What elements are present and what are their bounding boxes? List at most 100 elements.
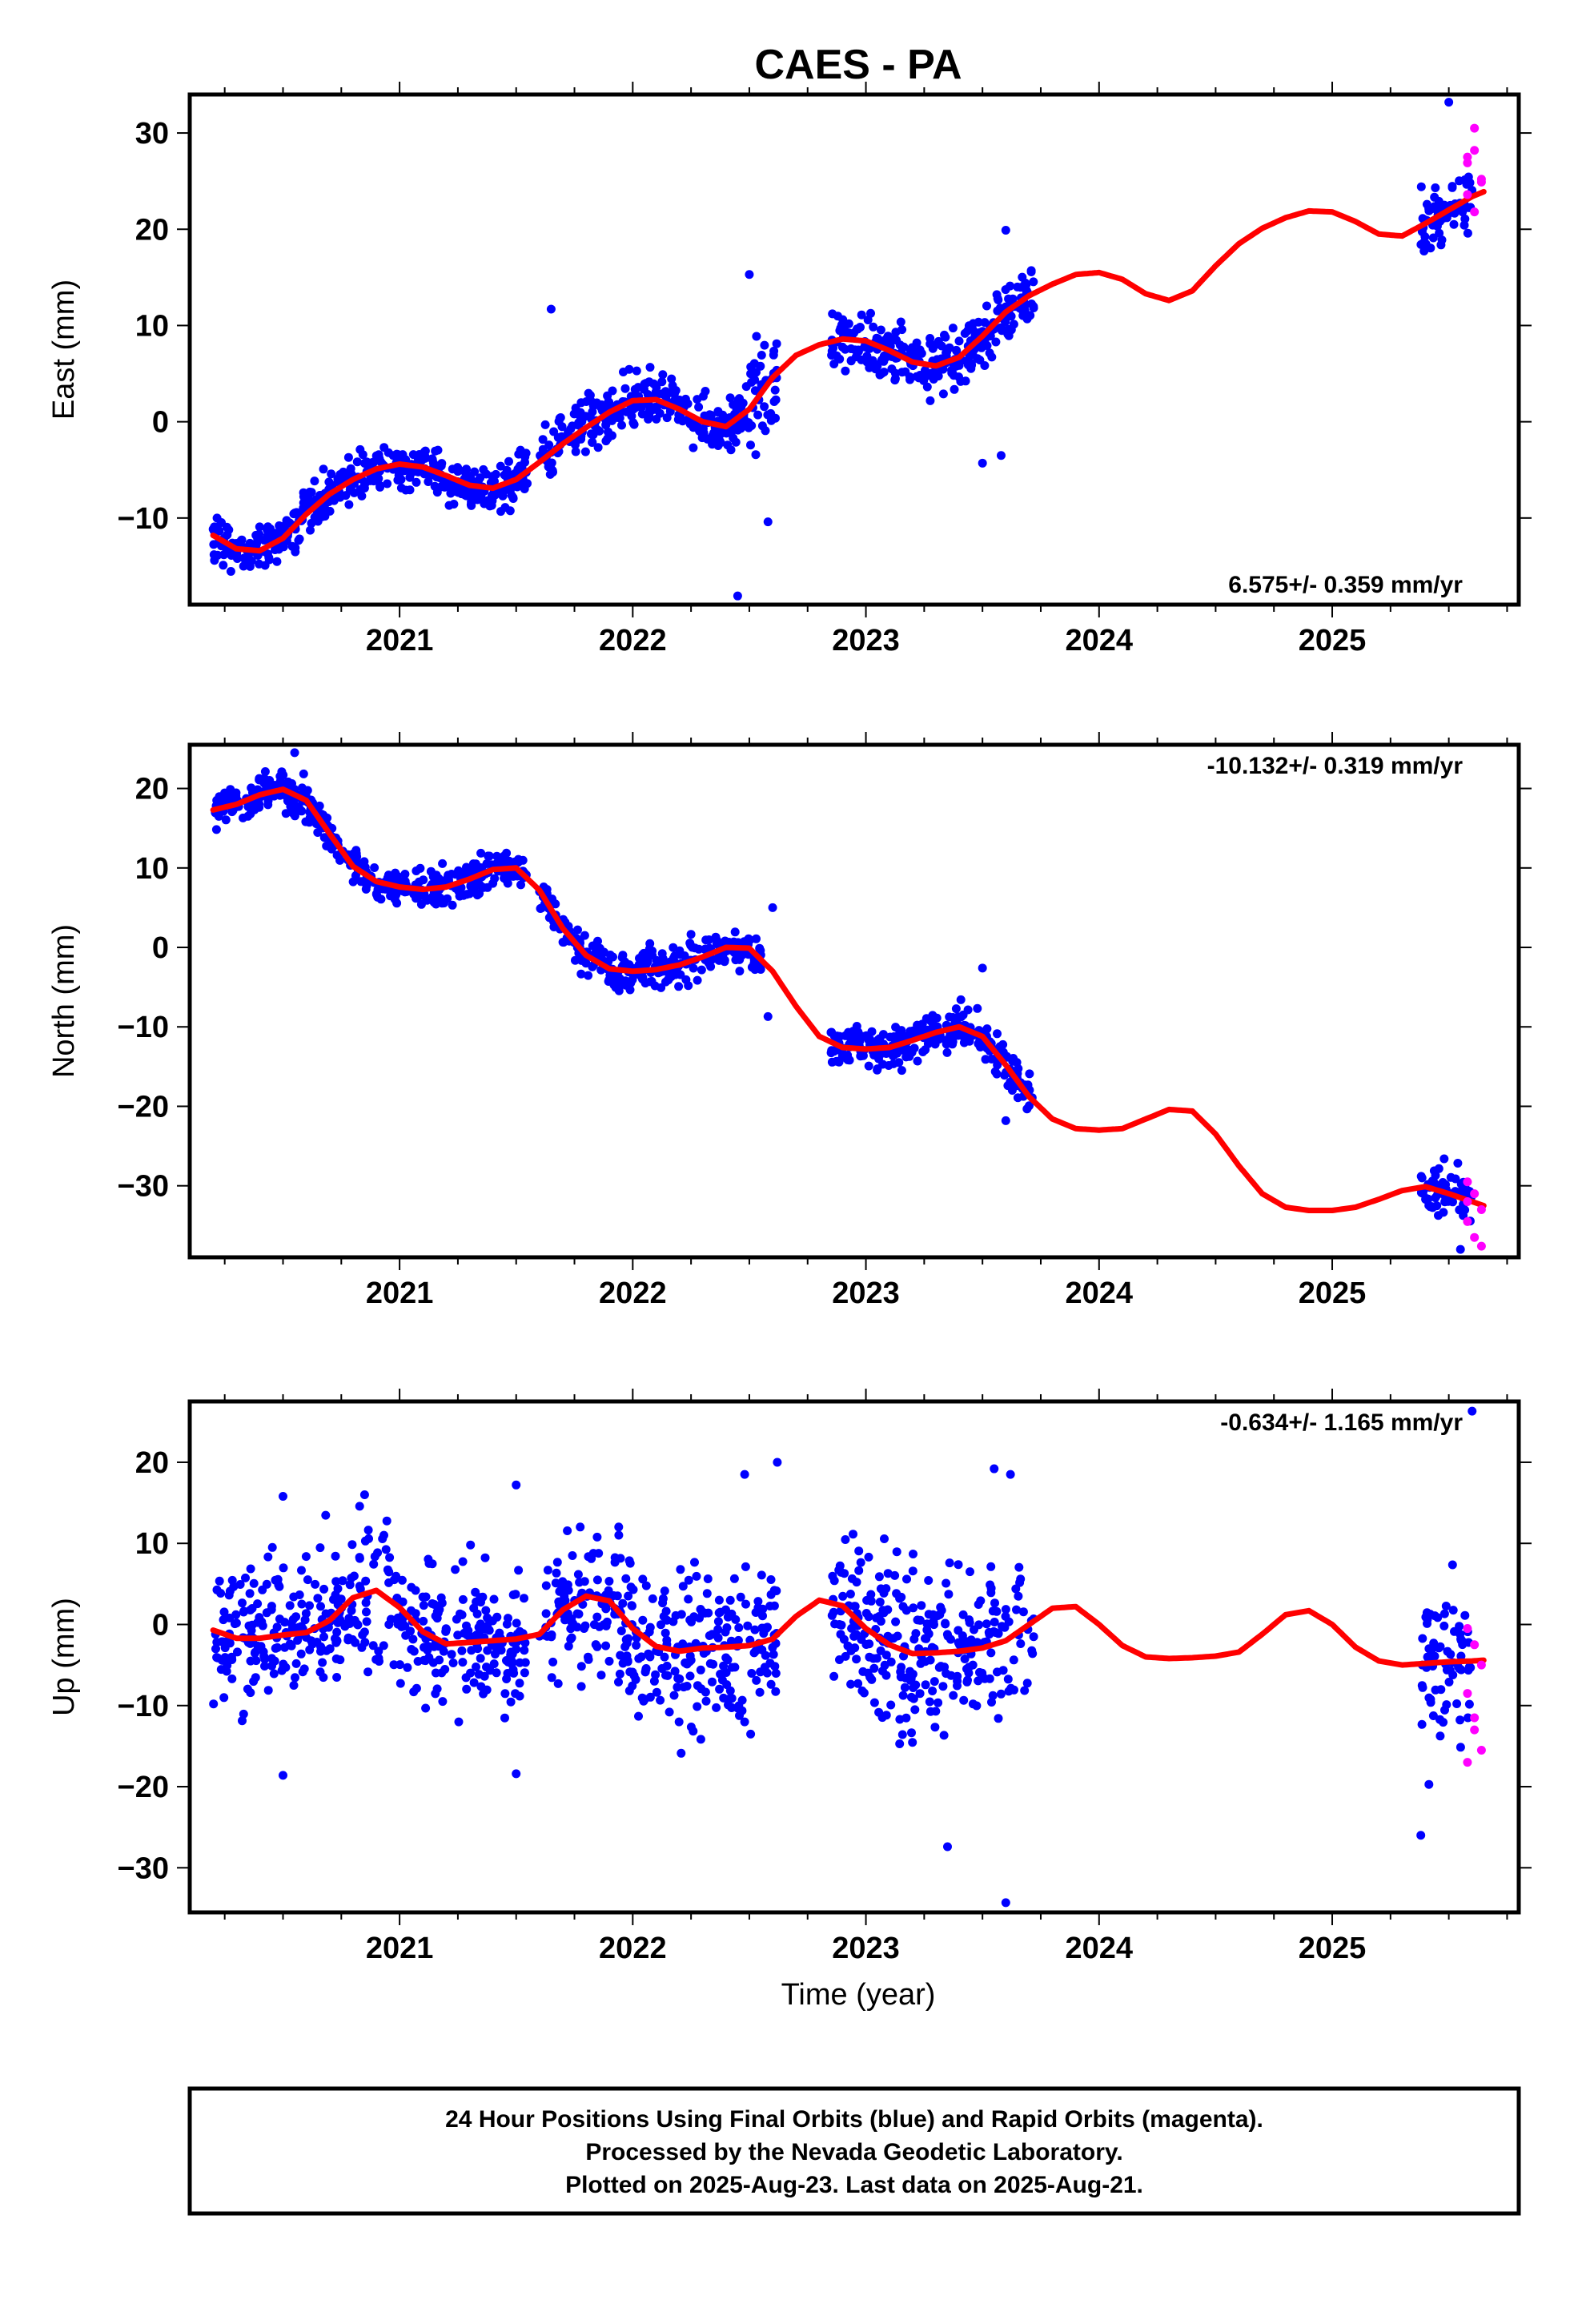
final-orbit-point — [966, 1635, 976, 1645]
final-orbit-point — [906, 1673, 916, 1683]
final-orbit-point — [1026, 311, 1035, 320]
final-orbit-point — [1001, 1898, 1010, 1908]
final-orbit-point — [382, 1516, 391, 1526]
final-orbit-point — [644, 1649, 653, 1659]
final-orbit-point — [869, 1051, 879, 1059]
final-orbit-point — [498, 491, 508, 501]
final-orbit-point — [412, 1683, 421, 1693]
final-orbit-point — [432, 899, 441, 909]
final-orbit-point — [396, 1679, 405, 1688]
final-orbit-point — [652, 414, 661, 424]
final-orbit-point — [1456, 1244, 1465, 1254]
final-orbit-point — [962, 356, 971, 366]
final-orbit-point — [1424, 205, 1434, 215]
final-orbit-point — [895, 340, 905, 350]
final-orbit-point — [854, 1566, 864, 1575]
final-orbit-point — [691, 1638, 701, 1648]
final-orbit-point — [293, 1635, 303, 1645]
final-orbit-point — [895, 1739, 905, 1748]
final-orbit-point — [588, 437, 597, 447]
final-orbit-point — [520, 1646, 529, 1655]
final-orbit-point — [514, 1566, 524, 1575]
rapid-orbit-point — [1463, 1758, 1472, 1767]
final-orbit-point — [436, 893, 445, 903]
y-tick-label: −20 — [118, 1090, 169, 1124]
final-orbit-point — [509, 1668, 519, 1678]
final-orbit-point — [607, 416, 616, 425]
final-orbit-point — [301, 1552, 311, 1562]
final-orbit-point — [315, 801, 324, 810]
final-orbit-point — [1430, 1611, 1439, 1621]
final-orbit-point — [500, 1713, 509, 1723]
final-orbit-point — [851, 352, 861, 362]
final-orbit-point — [934, 1698, 943, 1707]
final-orbit-point — [592, 1642, 602, 1651]
final-orbit-point — [428, 1658, 438, 1667]
plot-frame — [187, 92, 1521, 607]
final-orbit-point — [468, 859, 478, 869]
final-orbit-point — [986, 1580, 995, 1590]
final-orbit-point — [551, 899, 560, 909]
final-orbit-point — [397, 1575, 407, 1585]
final-orbit-point — [757, 351, 766, 360]
final-orbit-point — [413, 1657, 423, 1666]
final-orbit-point — [614, 1522, 624, 1532]
final-orbit-point — [771, 1669, 781, 1678]
final-orbit-point — [746, 440, 755, 450]
final-orbit-point — [416, 863, 425, 873]
final-orbit-point — [458, 1594, 468, 1604]
final-orbit-point — [765, 1602, 775, 1610]
y-tick-label: 0 — [152, 406, 169, 440]
final-orbit-point — [760, 1623, 769, 1633]
final-orbit-point — [768, 1642, 777, 1652]
final-orbit-point — [512, 1618, 521, 1628]
final-orbit-point — [837, 1567, 846, 1577]
final-orbit-point — [1004, 294, 1014, 304]
final-orbit-point — [725, 1686, 735, 1695]
final-orbit-point — [458, 1658, 468, 1667]
final-orbit-point — [644, 1627, 654, 1637]
footer-line-2: Processed by the Nevada Geodetic Laborat… — [585, 2139, 1122, 2165]
final-orbit-point — [280, 1618, 290, 1627]
final-orbit-point — [657, 377, 667, 387]
final-orbit-point — [319, 464, 328, 474]
final-orbit-point — [221, 815, 231, 825]
final-orbit-point — [512, 1769, 521, 1779]
final-orbit-point — [864, 1552, 873, 1562]
final-orbit-point — [897, 1066, 906, 1076]
final-orbit-point — [752, 1675, 761, 1685]
x-tick-label: 2023 — [832, 624, 900, 657]
rapid-orbit-point — [1476, 1241, 1486, 1251]
final-orbit-point — [466, 868, 475, 878]
final-orbit-point — [889, 1634, 898, 1643]
final-orbit-point — [942, 1047, 952, 1057]
final-orbit-point — [239, 813, 247, 822]
final-orbit-point — [1459, 1638, 1468, 1647]
final-orbit-point — [881, 1671, 891, 1680]
rapid-orbit-point — [1470, 1232, 1480, 1242]
final-orbit-point — [763, 517, 773, 527]
final-orbit-point — [745, 270, 754, 279]
final-orbit-point — [945, 1558, 954, 1568]
final-orbit-point — [930, 1039, 940, 1049]
final-orbit-point — [576, 1522, 585, 1532]
final-orbit-point — [568, 1551, 577, 1560]
final-orbit-point — [902, 1574, 911, 1584]
final-orbit-point — [768, 903, 777, 912]
final-orbit-point — [233, 1647, 242, 1657]
final-orbit-point — [596, 1671, 606, 1680]
final-orbit-point — [1003, 1081, 1013, 1091]
final-orbit-point — [950, 384, 959, 394]
final-orbit-point — [1460, 1205, 1470, 1215]
final-orbit-point — [1417, 1719, 1427, 1729]
final-orbit-point — [614, 1530, 624, 1540]
final-orbit-point — [604, 1586, 613, 1595]
final-orbit-point — [638, 972, 648, 982]
final-orbit-point — [829, 1576, 839, 1586]
final-orbit-point — [954, 1638, 963, 1647]
final-orbit-point — [929, 371, 938, 380]
final-orbit-point — [749, 359, 759, 368]
final-orbit-point — [267, 1654, 276, 1663]
final-orbit-point — [506, 1697, 516, 1707]
final-orbit-point — [719, 1661, 729, 1671]
